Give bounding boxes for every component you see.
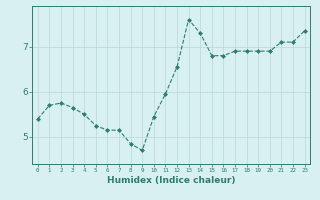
X-axis label: Humidex (Indice chaleur): Humidex (Indice chaleur): [107, 176, 236, 185]
